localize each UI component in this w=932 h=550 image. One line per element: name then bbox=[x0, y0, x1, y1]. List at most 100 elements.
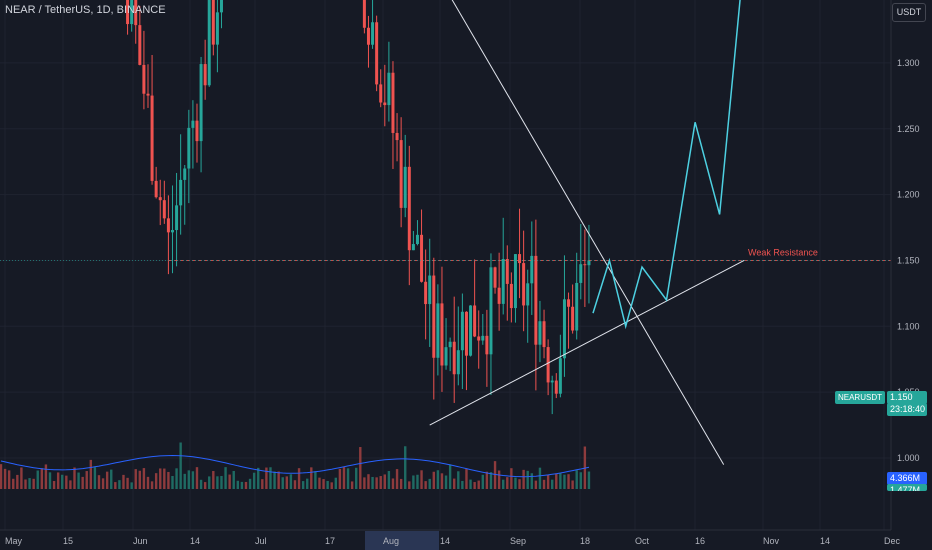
volume-bar bbox=[3, 468, 7, 489]
time-axis-tick-label: 14 bbox=[190, 536, 200, 546]
candle-body bbox=[195, 120, 199, 142]
volume-bar bbox=[420, 470, 423, 489]
candle-body bbox=[436, 303, 440, 358]
volume-bar bbox=[159, 468, 162, 489]
candle-body bbox=[420, 234, 424, 282]
candle-body bbox=[575, 282, 579, 331]
candle-body bbox=[579, 264, 583, 283]
volume-bar bbox=[534, 480, 538, 489]
volume-bar bbox=[150, 481, 154, 489]
time-axis-tick-label: Dec bbox=[884, 536, 901, 546]
time-axis-tick-label: Jun bbox=[133, 536, 148, 546]
volume-bar bbox=[367, 474, 370, 489]
candle-body bbox=[432, 275, 436, 358]
candle-body bbox=[518, 254, 522, 264]
volume-bar bbox=[485, 471, 489, 489]
volume-bar bbox=[248, 478, 252, 489]
volume-bar bbox=[171, 475, 174, 489]
currency-button[interactable]: USDT bbox=[892, 3, 926, 22]
candle-body bbox=[215, 12, 219, 45]
candle-body bbox=[219, 0, 223, 13]
volume-bar bbox=[0, 464, 3, 489]
candle-body bbox=[558, 358, 562, 394]
price-axis-tick-label: 1.300 bbox=[897, 58, 920, 68]
volume-bar bbox=[453, 478, 456, 489]
volume-bar bbox=[199, 479, 203, 489]
candle-body bbox=[460, 311, 464, 351]
volume-bar bbox=[469, 479, 472, 489]
candle-body bbox=[154, 180, 158, 198]
volume-bar bbox=[297, 468, 301, 489]
candle-body bbox=[179, 179, 183, 206]
volume-bar bbox=[114, 482, 117, 489]
candle-body bbox=[444, 347, 448, 366]
volume-bar bbox=[575, 470, 578, 489]
candle-body bbox=[146, 93, 150, 96]
price-axis-tick-label: 1.250 bbox=[897, 124, 920, 134]
volume-bar bbox=[252, 472, 256, 489]
candle-body bbox=[456, 350, 460, 375]
volume-bar bbox=[579, 472, 582, 489]
volume-bar bbox=[489, 472, 493, 489]
time-axis-tick-label: Aug bbox=[383, 536, 399, 546]
volume-bar bbox=[61, 474, 64, 489]
candle-body bbox=[497, 287, 501, 304]
volume-bar bbox=[179, 442, 182, 489]
volume-bar bbox=[138, 470, 142, 489]
candle-body bbox=[583, 264, 587, 266]
volume-bar bbox=[289, 474, 293, 489]
volume-bar bbox=[322, 479, 325, 489]
volume-bar bbox=[244, 481, 248, 489]
candle-body bbox=[403, 166, 407, 208]
volume-bar bbox=[7, 470, 11, 489]
candle-body bbox=[162, 200, 166, 219]
volume-bar bbox=[44, 464, 48, 489]
candle-body bbox=[505, 258, 509, 284]
candle-body bbox=[448, 341, 452, 348]
volume-bar bbox=[465, 469, 468, 489]
trendline-ascending bbox=[429, 260, 745, 426]
volume-bar bbox=[224, 467, 227, 489]
volume-bar bbox=[338, 468, 342, 489]
candle-body bbox=[473, 305, 477, 337]
volume-bar bbox=[277, 471, 280, 489]
volume-bar bbox=[538, 467, 542, 489]
candle-body bbox=[550, 380, 554, 383]
volume-bar bbox=[587, 471, 591, 489]
volume-bar bbox=[363, 477, 366, 489]
volume-bar bbox=[142, 468, 146, 489]
candle-body bbox=[424, 281, 428, 305]
volume-bar bbox=[40, 468, 44, 489]
volume-bar bbox=[175, 468, 178, 489]
candle-body bbox=[158, 197, 162, 201]
volume-bar bbox=[285, 476, 289, 489]
symbol-badge: NEARUSDT bbox=[834, 391, 885, 404]
candle-body bbox=[464, 311, 468, 356]
volume-bar bbox=[77, 472, 80, 489]
volume-bar bbox=[404, 446, 407, 489]
volume-bar bbox=[32, 478, 35, 489]
candle-body bbox=[379, 84, 383, 103]
volume-bar bbox=[187, 470, 191, 489]
volume-bar bbox=[154, 473, 158, 489]
time-axis-tick-label: Jul bbox=[255, 536, 267, 546]
volume-bar bbox=[85, 471, 88, 489]
candle-body bbox=[567, 299, 571, 307]
candle-body bbox=[371, 22, 375, 45]
volume-bar bbox=[12, 478, 15, 489]
price-axis-tick-label: 1.150 bbox=[897, 255, 920, 265]
volume-bar bbox=[36, 470, 39, 489]
volume-bar bbox=[265, 467, 268, 489]
volume-bar bbox=[359, 447, 362, 489]
volume-bar bbox=[93, 467, 97, 489]
time-axis-highlight bbox=[365, 531, 439, 550]
candle-body bbox=[546, 347, 550, 383]
volume-bar bbox=[220, 475, 223, 489]
volume-bar bbox=[261, 479, 264, 489]
volume-bar bbox=[428, 478, 431, 489]
volume-bar bbox=[228, 474, 231, 489]
volume-bar bbox=[571, 480, 574, 489]
volume-bar bbox=[203, 482, 207, 489]
